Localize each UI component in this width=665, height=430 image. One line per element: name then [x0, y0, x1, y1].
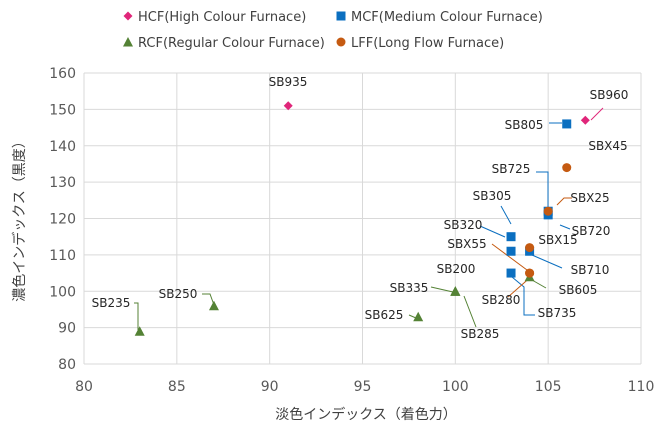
y-tick-label: 130	[49, 175, 76, 191]
y-tick-label: 110	[49, 248, 76, 264]
leader-line	[408, 314, 417, 319]
y-tick-label: 140	[49, 139, 76, 155]
data-point-sb960	[580, 115, 590, 125]
data-point-sb320	[506, 246, 516, 256]
legend-label: LFF(Long Flow Furnace)	[351, 36, 504, 51]
data-point-sb250	[208, 300, 219, 311]
point-label-sb280: SB280	[482, 293, 521, 307]
point-label-sbx15: SBX15	[538, 233, 577, 247]
point-label-sb935: SB935	[269, 75, 308, 89]
x-tick-label: 110	[628, 379, 655, 395]
point-label-sb625: SB625	[365, 308, 404, 322]
leader-line	[556, 197, 572, 206]
point-label-sb960: SB960	[590, 88, 629, 102]
point-labels: SB935 SB960 SB805 SB725 SB720 SB305 SB320 SB710…	[92, 75, 629, 341]
legend-label: HCF(High Colour Furnace)	[138, 10, 306, 25]
data-point-sb285	[450, 286, 461, 296]
x-axis-ticks: 80 85 90 95 100 105 110	[75, 379, 654, 395]
legend-item: RCF(Regular Colour Furnace)	[123, 36, 325, 51]
leader-line	[559, 224, 571, 230]
point-label-sb335: SB335	[390, 281, 429, 295]
x-tick-label: 100	[442, 379, 469, 395]
legend-marker-circle	[336, 37, 346, 47]
data-point-sb625	[413, 311, 424, 322]
x-tick-label: 90	[261, 379, 279, 395]
data-point-sb305	[506, 232, 516, 242]
legend-item: MCF(Medium Colour Furnace)	[336, 10, 543, 25]
leader-line	[202, 293, 215, 306]
point-label-sb735: SB735	[538, 306, 577, 320]
y-tick-label: 100	[49, 284, 76, 300]
x-tick-label: 80	[75, 379, 93, 395]
data-point-sbx25	[543, 206, 553, 216]
x-axis-title: 淡色インデックス（着色力）	[275, 406, 457, 423]
leader-line	[430, 286, 454, 293]
point-label-sb725: SB725	[492, 162, 531, 176]
leader-line	[463, 295, 477, 328]
legend: HCF(High Colour Furnace) MCF(Medium Colou…	[123, 10, 543, 51]
legend-marker-square	[336, 11, 346, 21]
leader-line	[134, 302, 139, 330]
legend-marker-diamond	[123, 11, 133, 21]
point-label-sbx45: SBX45	[588, 139, 627, 153]
point-label-sb805: SB805	[505, 118, 544, 132]
point-label-sb605: SB605	[559, 283, 598, 297]
leader-line	[479, 225, 506, 238]
y-tick-label: 120	[49, 212, 76, 228]
point-label-sb720: SB720	[572, 224, 611, 238]
leader-line	[491, 243, 528, 271]
legend-label: MCF(Medium Colour Furnace)	[351, 10, 543, 25]
legend-item: HCF(High Colour Furnace)	[123, 10, 306, 25]
leader-line	[590, 107, 604, 121]
data-point-sbx45	[562, 163, 572, 173]
y-tick-label: 80	[58, 357, 76, 373]
x-tick-label: 85	[168, 379, 186, 395]
leader-line	[500, 205, 512, 225]
data-point-sb935	[283, 101, 293, 111]
legend-item: LFF(Long Flow Furnace)	[336, 36, 504, 51]
point-label-sb250: SB250	[159, 287, 198, 301]
point-label-sbx55: SBX55	[447, 237, 486, 251]
legend-label: RCF(Regular Colour Furnace)	[138, 36, 325, 51]
point-label-sb200: SB200	[437, 262, 476, 276]
point-label-sb235: SB235	[92, 296, 131, 310]
y-axis-ticks: 80 90 100 110 120 130 140 150 160	[49, 66, 76, 373]
point-label-sb285: SB285	[461, 327, 500, 341]
data-point-sb735	[506, 268, 516, 278]
label-leader-lines	[134, 107, 604, 330]
leader-line	[531, 279, 547, 289]
point-label-sbx25: SBX25	[570, 191, 609, 205]
y-tick-label: 150	[49, 102, 76, 118]
x-tick-label: 95	[354, 379, 372, 395]
point-label-sb710: SB710	[571, 263, 610, 277]
y-axis-title: 濃色インデックス（黒度）	[11, 134, 28, 302]
y-tick-label: 160	[49, 66, 76, 82]
data-point-sbx15	[525, 243, 535, 253]
data-point-sb235	[134, 326, 145, 336]
data-points	[134, 101, 590, 336]
leader-line	[536, 171, 549, 211]
leader-line	[511, 276, 535, 316]
gridlines	[83, 72, 642, 365]
point-label-sb320: SB320	[444, 218, 483, 232]
y-tick-label: 90	[58, 321, 76, 337]
leader-line	[531, 254, 563, 269]
data-point-sb805	[562, 119, 572, 129]
legend-marker-triangle	[123, 37, 133, 47]
point-label-sb305: SB305	[473, 189, 512, 203]
data-point-sb280	[525, 268, 535, 278]
x-tick-label: 105	[535, 379, 562, 395]
